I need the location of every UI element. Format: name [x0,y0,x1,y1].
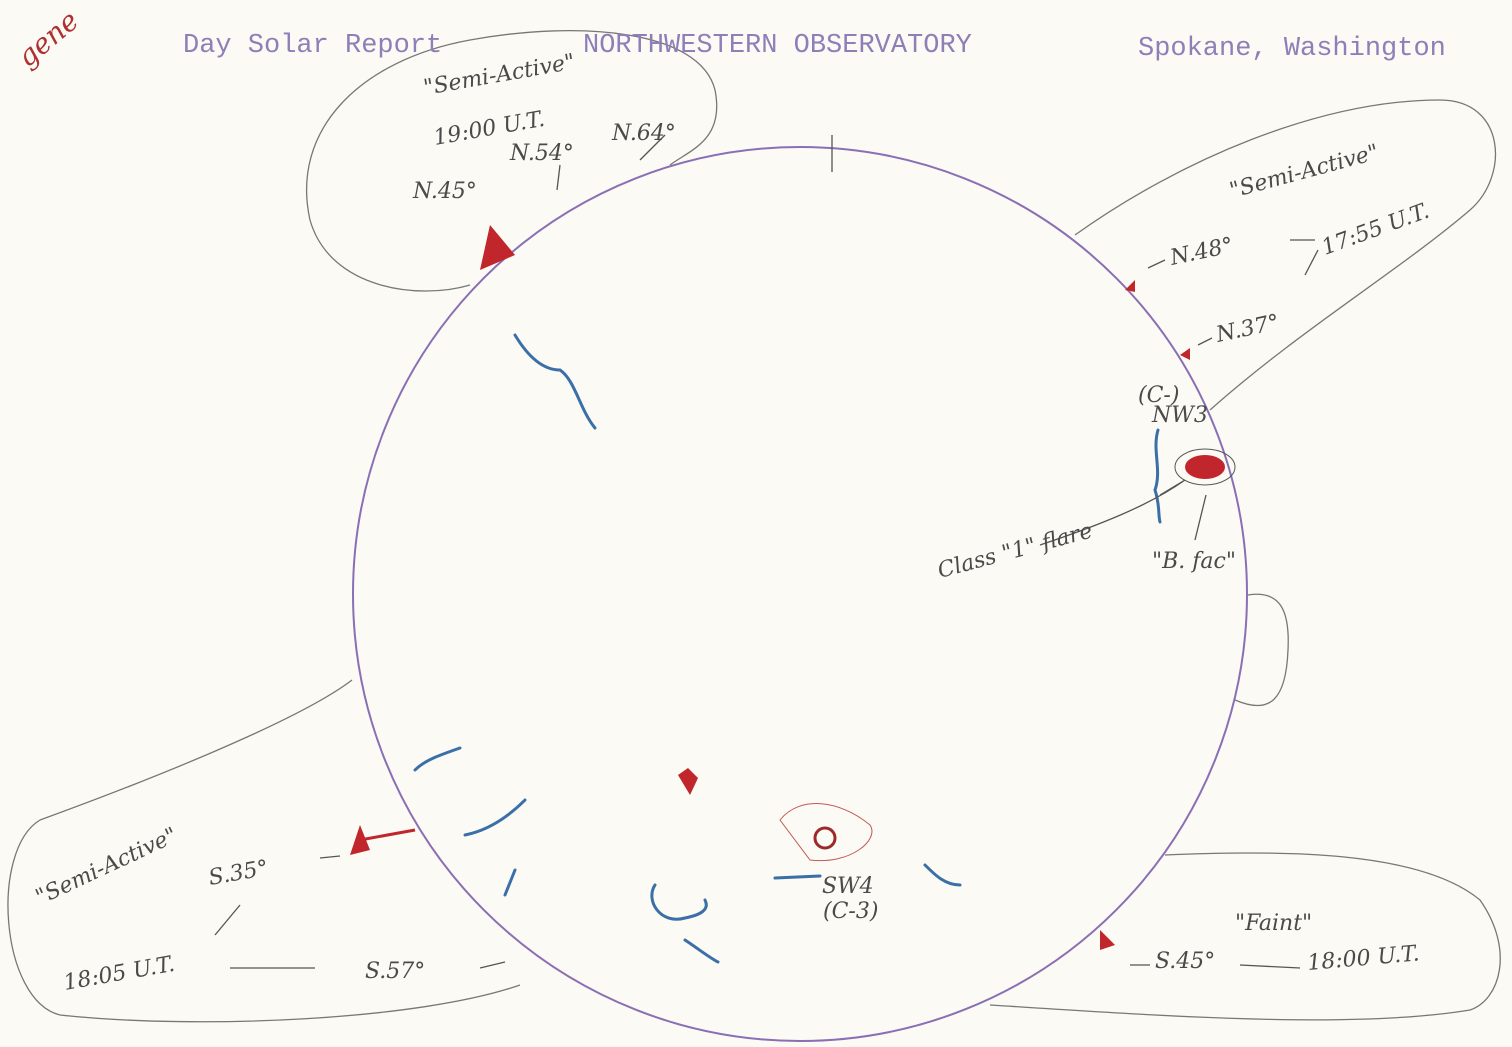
header-left: Day Solar Report [183,31,442,61]
region-status: "Semi-Active" [1227,140,1381,204]
latitude: S.45° [1155,949,1215,974]
region-status: "Faint" [1235,911,1312,936]
region-outline [305,30,718,292]
region-outline [989,852,1501,1021]
latitude: S.57° [365,959,425,984]
latitude: N.48° [1167,233,1236,271]
solar-disk [352,146,1248,1042]
region-time: 17:55 U.T. [1319,199,1433,261]
faculae-label: "B. fac" [1152,549,1236,574]
class-label: (C-3) [823,899,878,924]
class-label: (C-) [1138,383,1179,408]
latitude: N.37° [1213,310,1282,348]
pointer-lines [214,134,1319,969]
latitude: S.35° [207,856,271,891]
region-outline [7,679,521,1023]
region-outline [1234,593,1289,707]
region-outline [1074,99,1497,411]
region-status: "Semi-Active" [422,50,577,101]
stamp: gene [11,4,85,74]
region-time: 18:00 U.T. [1306,941,1420,976]
flare-label: Class "1" flare [935,518,1095,583]
latitude: N.45° [412,179,477,204]
latitude: N.54° [509,141,574,166]
region-name: NW3 [1151,403,1208,428]
header-right: Spokane, Washington [1138,34,1446,64]
region-time: 18:05 U.T. [62,952,177,996]
region-name: SW4 [822,874,874,899]
header-center: NORTHWESTERN OBSERVATORY [583,31,972,61]
region-status: "Semi-Active" [32,823,181,910]
filaments [413,333,1162,964]
latitude: N.64° [611,121,676,146]
prominences [350,225,1236,950]
